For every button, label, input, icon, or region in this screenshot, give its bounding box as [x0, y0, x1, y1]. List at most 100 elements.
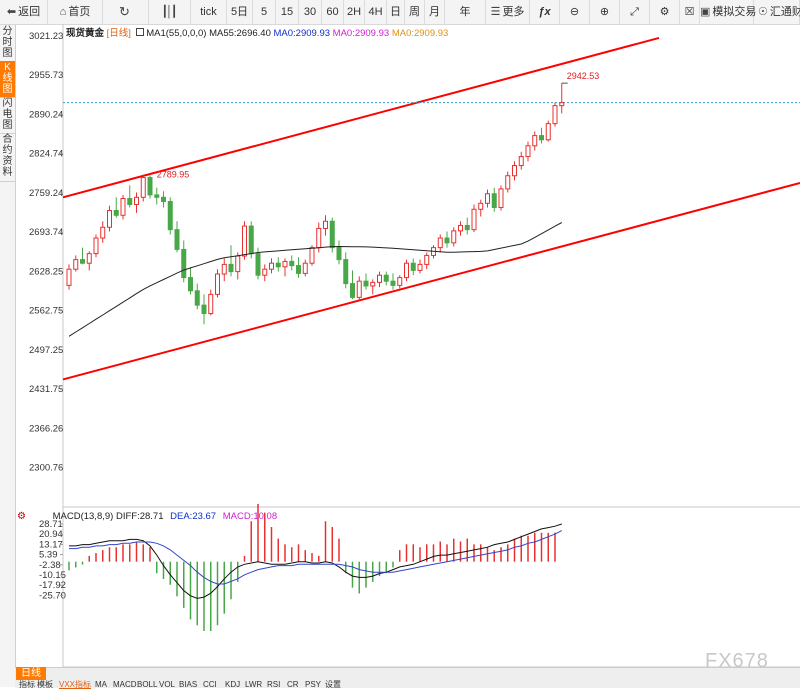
- price-tick-label: 2824.74: [29, 149, 63, 160]
- back-arrow-icon: ⬅: [6, 6, 17, 18]
- fullscreen-button[interactable]: ⤢: [620, 0, 650, 24]
- indicator-tab-7[interactable]: BIAS: [179, 680, 198, 689]
- indicator-tab-2[interactable]: VXX指标: [59, 680, 92, 689]
- price-tick-label: 2366.26: [29, 423, 63, 434]
- indicator-tab-14[interactable]: 设置: [325, 680, 341, 689]
- price-tick-label: 2759.24: [29, 188, 63, 199]
- macd-tick-label: -10.15: [39, 570, 66, 581]
- macd-settings-icon[interactable]: ⚙: [17, 511, 26, 522]
- indicator-tab-1[interactable]: 模板: [37, 680, 53, 689]
- more-button[interactable]: ☰ 更多: [486, 0, 530, 24]
- price-tick-label: 2562.75: [29, 306, 63, 317]
- candle-body: [215, 273, 220, 295]
- indicator-tab-6[interactable]: VOL: [159, 680, 176, 689]
- sidebar-item-contract[interactable]: 合约资料: [0, 133, 15, 182]
- candle-body: [458, 224, 463, 232]
- candle-body: [154, 194, 160, 198]
- period-button-7[interactable]: 日: [387, 0, 405, 24]
- candle-body: [167, 200, 173, 231]
- macd-tick-label: 13.17: [39, 539, 63, 550]
- period-button-0[interactable]: 5日: [227, 0, 253, 24]
- prev-high-annotation: 2789.95: [157, 170, 190, 180]
- ma1-label: MA1(55,0,0,0): [146, 28, 207, 39]
- indicator-tab-4[interactable]: MACD: [113, 680, 137, 689]
- candle-body: [127, 198, 133, 205]
- candle-body: [559, 102, 565, 107]
- period-button-2[interactable]: 15: [276, 0, 299, 24]
- candle-body: [302, 262, 308, 274]
- price-tick-label: 2890.24: [29, 109, 63, 120]
- candle-body: [377, 274, 382, 283]
- settings-button[interactable]: ⚙: [650, 0, 680, 24]
- period-tag: [日线]: [106, 28, 131, 39]
- macd-tick-label: 5.39: [39, 550, 58, 561]
- indicator-tab-11[interactable]: RSI: [267, 680, 281, 689]
- sidebar-item-kline[interactable]: K线图: [0, 61, 15, 98]
- candle-body: [471, 208, 477, 231]
- period-button-4[interactable]: 60: [322, 0, 344, 24]
- indicator-tab-5[interactable]: BOLL: [137, 680, 158, 689]
- candle-body: [451, 230, 457, 244]
- candle-body: [539, 135, 544, 141]
- macd-diff-line: [69, 523, 562, 599]
- period-button-8[interactable]: 周: [405, 0, 425, 24]
- candle-body: [316, 227, 322, 249]
- candle-body: [464, 224, 470, 231]
- zoom-in-button[interactable]: ⊕: [590, 0, 620, 24]
- macd-tick-label: 28.71: [39, 519, 63, 530]
- macd-tick-label: -17.92: [39, 580, 66, 591]
- candle-body: [512, 165, 517, 177]
- sidebar-item-flash[interactable]: 闪电图: [0, 97, 15, 134]
- refresh-icon: ↻: [119, 4, 130, 19]
- back-button[interactable]: ⬅ 返回: [0, 0, 48, 24]
- ohlc-chart-button[interactable]: ┃│┃: [149, 0, 191, 24]
- candle-body: [383, 274, 389, 282]
- fullscreen-icon: ⤢: [630, 6, 639, 18]
- home-button[interactable]: ⌂ 首页: [48, 0, 103, 24]
- period-button-9[interactable]: 月: [425, 0, 445, 24]
- indicator-tab-13[interactable]: PSY: [305, 680, 322, 689]
- formula-button[interactable]: ƒx: [530, 0, 560, 24]
- candle-body: [174, 229, 180, 250]
- macd-tick-label: -25.70: [39, 590, 66, 601]
- candle-body: [323, 220, 328, 229]
- period-button-3[interactable]: 30: [299, 0, 322, 24]
- candle-body: [410, 262, 416, 271]
- candle-body: [80, 259, 85, 264]
- price-tick-label: 2497.25: [29, 345, 63, 356]
- candle-body: [248, 225, 254, 255]
- refresh-button[interactable]: ↻: [103, 0, 149, 24]
- candle-body: [356, 280, 362, 298]
- fx-icon: ƒx: [538, 6, 551, 18]
- candle-body: [194, 290, 200, 306]
- candle-body: [505, 175, 511, 190]
- trade-icon: ▣: [700, 6, 711, 18]
- candle-body: [93, 237, 99, 255]
- indicator-tab-9[interactable]: KDJ: [225, 680, 241, 689]
- period-button-5[interactable]: 2H: [344, 0, 365, 24]
- checkbox-button[interactable]: ☒: [680, 0, 700, 24]
- user-icon: ☉: [758, 6, 768, 18]
- candle-body: [552, 105, 558, 125]
- candle-body: [100, 226, 106, 239]
- tick-button[interactable]: tick: [191, 0, 227, 24]
- indicator-tab-12[interactable]: CR: [287, 680, 299, 689]
- sim-trade-button[interactable]: ▣ 模拟交易: [700, 0, 756, 24]
- candlestick-icon: ┃│┃: [161, 6, 177, 18]
- zoom-out-button[interactable]: ⊖: [560, 0, 590, 24]
- indicator-tab-3[interactable]: MA: [95, 680, 107, 689]
- indicator-tab-0[interactable]: 指标: [19, 680, 35, 689]
- period-tab-daily[interactable]: 日线: [16, 667, 46, 680]
- period-button-10[interactable]: 年: [445, 0, 486, 24]
- price-tick-label: 2431.75: [29, 384, 63, 395]
- period-button-1[interactable]: 5: [253, 0, 276, 24]
- period-button-6[interactable]: 4H: [365, 0, 387, 24]
- indicator-tab-10[interactable]: LWR: [245, 680, 263, 689]
- candle-body: [255, 253, 261, 276]
- zoom-out-icon: ⊖: [569, 6, 580, 18]
- candle-body: [275, 262, 281, 268]
- candle-body: [343, 259, 349, 285]
- candle-body: [242, 225, 247, 257]
- indicator-tab-8[interactable]: CCI: [203, 680, 217, 689]
